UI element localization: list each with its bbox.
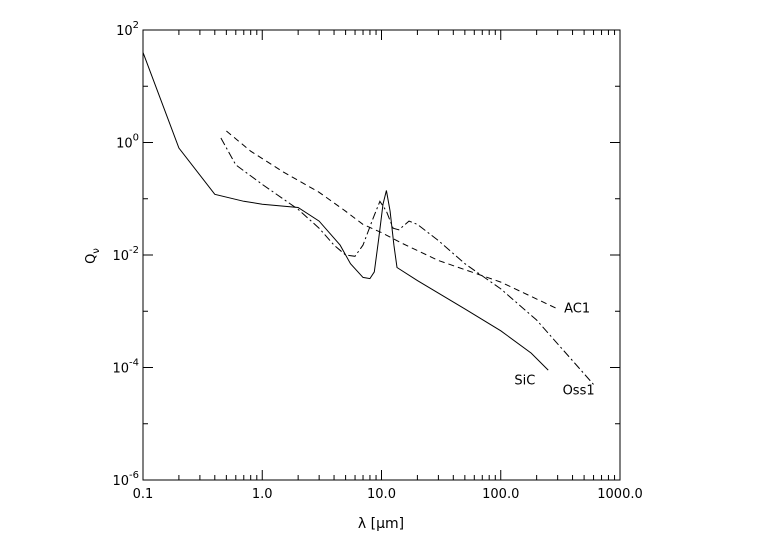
x-tick-labels: 0.1 1.0 10.0 100.0 1000.0 bbox=[133, 487, 643, 502]
y-tick-label: 10-6 bbox=[112, 470, 139, 489]
series-line-sic bbox=[142, 52, 549, 371]
y-tick-label: 100 bbox=[116, 133, 139, 152]
series-labels: SiC AC1 Oss1 bbox=[514, 302, 594, 399]
x-tick-label: 0.1 bbox=[133, 487, 154, 502]
series-line-ac1 bbox=[226, 130, 558, 310]
series-label-ac1: AC1 bbox=[564, 302, 590, 317]
x-axis-label: λ [μm] bbox=[358, 516, 404, 532]
series-line-oss1 bbox=[220, 137, 594, 385]
y-axis-label: Qν bbox=[84, 248, 102, 264]
x-tick-label: 1000.0 bbox=[597, 487, 643, 502]
series-label-oss1: Oss1 bbox=[563, 384, 595, 399]
x-tick-label: 1.0 bbox=[252, 487, 273, 502]
x-tick-label: 10.0 bbox=[367, 487, 396, 502]
x-tick-label: 100.0 bbox=[482, 487, 519, 502]
y-tick-label: 10-2 bbox=[112, 245, 139, 264]
y-tick-labels: 10-6 10-4 10-2 100 102 bbox=[112, 20, 139, 489]
y-tick-label: 102 bbox=[116, 20, 139, 39]
y-tick-label: 10-4 bbox=[112, 358, 139, 377]
series-label-sic: SiC bbox=[514, 373, 535, 388]
plot-frame bbox=[142, 29, 621, 481]
minor-ticks bbox=[143, 30, 620, 480]
series-lines bbox=[142, 52, 594, 385]
major-ticks bbox=[142, 29, 621, 481]
